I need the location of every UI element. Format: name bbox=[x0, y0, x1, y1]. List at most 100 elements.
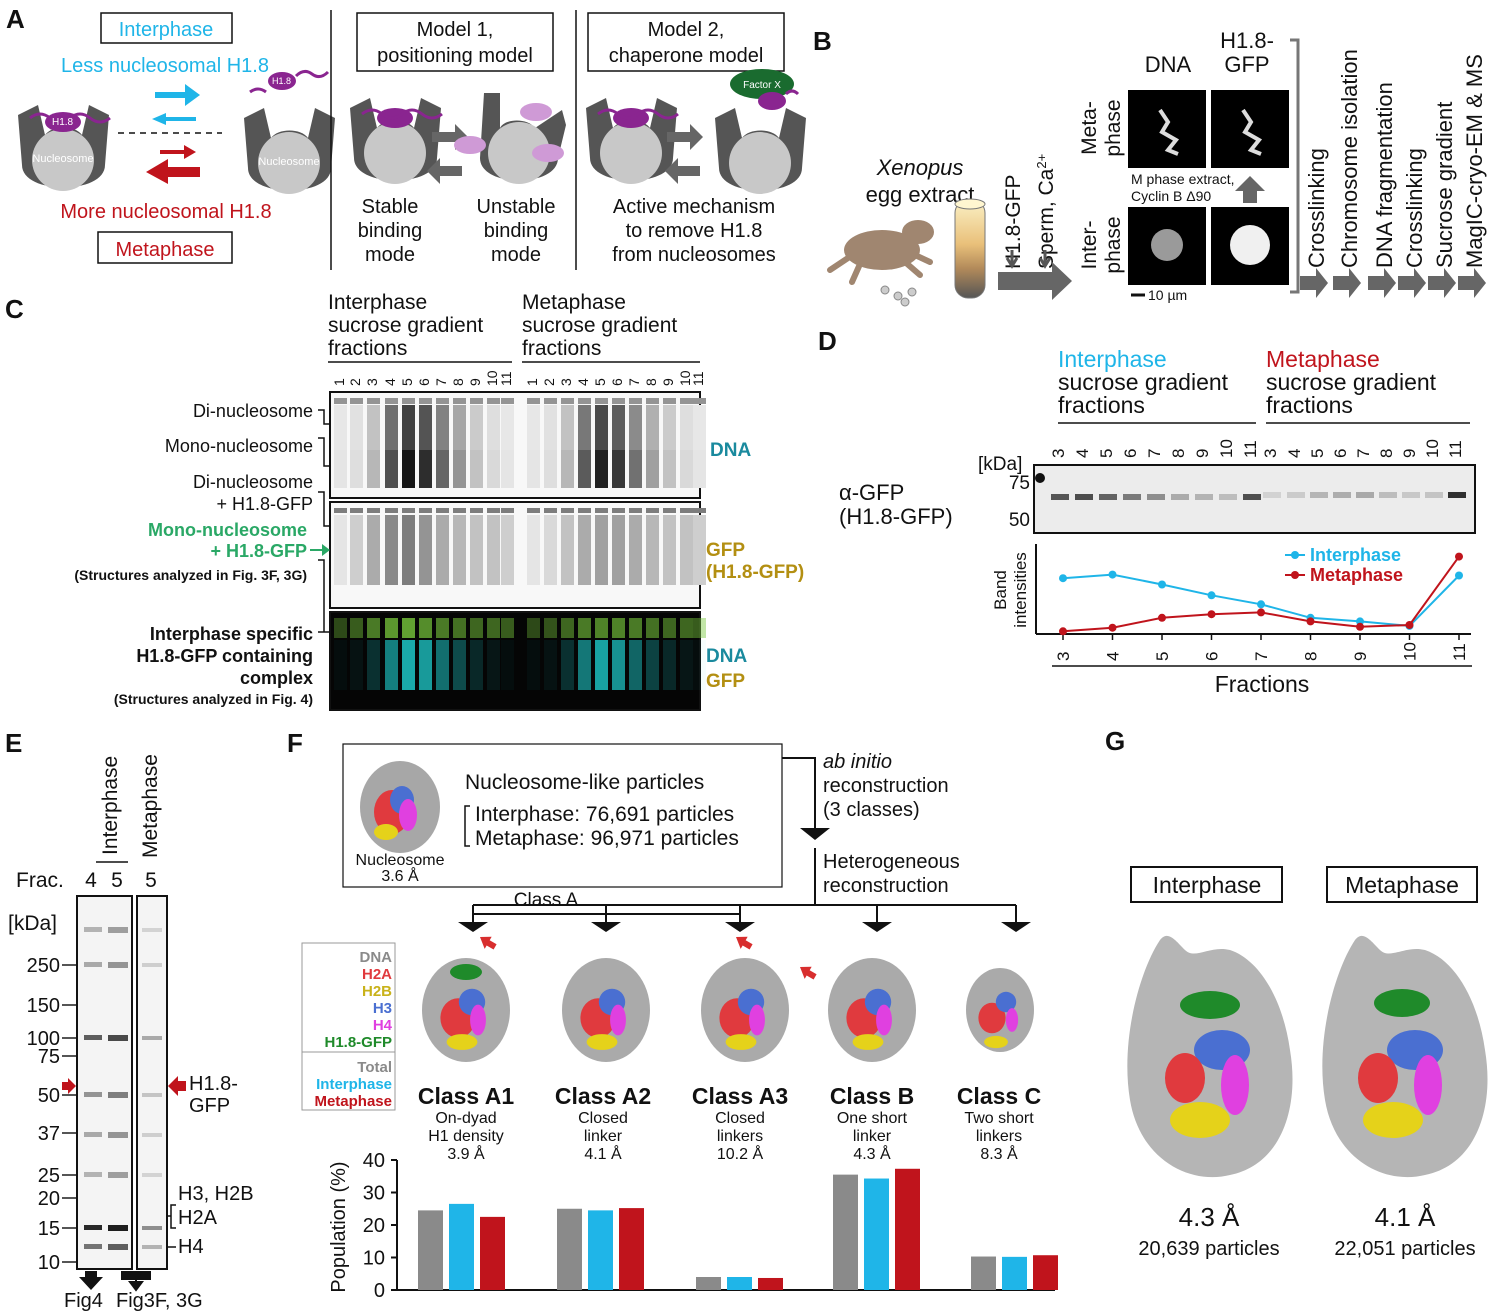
blot-band-interphase bbox=[1219, 494, 1237, 500]
gfp-band bbox=[402, 515, 415, 585]
f-bar-interphase bbox=[727, 1277, 752, 1290]
gfp-well bbox=[470, 508, 483, 513]
e-band-lane4 bbox=[84, 1035, 102, 1040]
merge-band-bottom bbox=[595, 640, 608, 690]
merge-band-bottom bbox=[453, 640, 466, 690]
panel-a: A Interphase Less nucleosomal H1.8 H1.8 … bbox=[6, 4, 806, 270]
f-bar-metaphase bbox=[480, 1216, 505, 1290]
c-inter-lane-10: 10 bbox=[484, 370, 500, 386]
d-legend-dot bbox=[1291, 571, 1299, 579]
struct3-label: (Structures analyzed in Fig. 3F, 3G) bbox=[74, 567, 307, 583]
f-legend-box bbox=[301, 942, 396, 1111]
f-class-name: Class A1 bbox=[418, 1083, 515, 1109]
gfp-well bbox=[501, 508, 514, 513]
f-legend2-total: Total bbox=[357, 1059, 392, 1076]
f-class-desc1: On-dyad bbox=[435, 1110, 496, 1127]
merge-band-top bbox=[334, 618, 347, 638]
e-lane-4: 4 bbox=[85, 869, 97, 892]
model2-title: Model 2, bbox=[648, 19, 725, 41]
mono-nuc-label: Mono-nucleosome bbox=[165, 436, 313, 456]
gfp-band bbox=[453, 515, 466, 585]
e-band-lane4 bbox=[84, 1244, 102, 1249]
dna-band-mono bbox=[453, 450, 466, 488]
merge-band-top bbox=[561, 618, 574, 638]
m-extract-l2: Cyclin B Δ90 bbox=[1131, 188, 1211, 204]
metaphase-label: Metaphase bbox=[116, 239, 215, 261]
c-meta-lane-4: 4 bbox=[575, 378, 591, 386]
nucleosome-map-icon bbox=[360, 761, 440, 853]
dna-band-mono bbox=[544, 450, 557, 488]
d-meta-head-3: fractions bbox=[1266, 392, 1353, 418]
interphase-box bbox=[100, 12, 233, 44]
c-gfp-label: GFP bbox=[706, 540, 745, 561]
panel-a-letter: A bbox=[6, 4, 25, 34]
d-meta-lane-10: 10 bbox=[1423, 439, 1442, 458]
c-brackets bbox=[318, 409, 330, 633]
d-point-metaphase bbox=[1158, 613, 1166, 622]
d-inter-lane-6: 6 bbox=[1121, 449, 1140, 458]
gfp-well bbox=[436, 508, 449, 513]
c-meta-lane-5: 5 bbox=[592, 378, 608, 386]
workflow-step-3: Crosslinking bbox=[1402, 148, 1427, 268]
dna-band-di bbox=[646, 405, 659, 450]
gfp-well bbox=[527, 508, 540, 513]
f-map-h2b bbox=[852, 1034, 884, 1050]
e-band-lane4 bbox=[84, 1132, 102, 1137]
xenopus-label: Xenopus bbox=[876, 155, 964, 180]
dna-band-di bbox=[527, 405, 540, 450]
d-point-metaphase bbox=[1108, 623, 1117, 632]
merge-band-top bbox=[470, 618, 483, 638]
panel-f: F Nucleosome 3.6 Å Nucleosome-like parti… bbox=[287, 728, 1058, 1302]
f-map-h4 bbox=[876, 1004, 892, 1036]
gfp-well bbox=[419, 508, 432, 513]
scale-label: 10 µm bbox=[1148, 287, 1187, 303]
f-bar-total bbox=[696, 1277, 721, 1290]
e-band-lane4 bbox=[84, 1172, 102, 1177]
f-ytick-label: 0 bbox=[374, 1280, 385, 1302]
dna-band-mono bbox=[578, 450, 591, 488]
gfp-band bbox=[385, 515, 398, 585]
merge-band-bottom bbox=[646, 640, 659, 690]
f-nuc-like: Nucleosome-like particles bbox=[465, 771, 704, 794]
d-point-metaphase bbox=[1207, 610, 1216, 619]
workflow-step-0: Crosslinking bbox=[1304, 148, 1329, 268]
f-class-desc1: One short bbox=[837, 1110, 908, 1127]
gfp-band bbox=[595, 515, 608, 585]
e-frac: Frac. bbox=[16, 869, 64, 892]
inter-row-l2: phase bbox=[1102, 216, 1125, 273]
f-ytick-label: 40 bbox=[363, 1150, 385, 1172]
f-hetero-l1: Heterogeneous bbox=[823, 851, 960, 873]
blot-band-interphase bbox=[1075, 494, 1093, 500]
panel-b-letter: B bbox=[813, 26, 832, 56]
merge-band-top bbox=[487, 618, 500, 638]
c-inter-lane-6: 6 bbox=[416, 378, 432, 386]
model2-subtitle: chaperone model bbox=[609, 45, 764, 67]
g-meta-box bbox=[1326, 866, 1478, 903]
dna-band-di bbox=[419, 405, 432, 450]
d-meta-head-1: Metaphase bbox=[1266, 346, 1380, 372]
active-l2: to remove H1.8 bbox=[626, 220, 763, 242]
e-band-meta5 bbox=[142, 1226, 162, 1230]
blot-band-metaphase bbox=[1402, 492, 1420, 498]
gfp-band bbox=[693, 515, 706, 585]
stable-l3: mode bbox=[365, 244, 415, 266]
e-band-lane4 bbox=[84, 962, 102, 967]
e-gel-bands bbox=[84, 927, 162, 1250]
e-band-lane4 bbox=[84, 1092, 102, 1097]
g-meta-particles: 22,051 particles bbox=[1334, 1238, 1475, 1260]
d-meta-lane-8: 8 bbox=[1377, 449, 1396, 458]
dna-well bbox=[595, 398, 608, 404]
inter-gfp-nucleus bbox=[1230, 225, 1270, 265]
c-inter-lane-5: 5 bbox=[399, 378, 415, 386]
d-xtick-label: 3 bbox=[1054, 652, 1073, 661]
f-red-arrow-icon bbox=[480, 936, 497, 950]
f-map-h4 bbox=[749, 1004, 765, 1036]
d-kda: [kDa] bbox=[978, 454, 1022, 475]
c-inter-lane-11: 11 bbox=[498, 371, 514, 386]
c-inter-lane-4: 4 bbox=[382, 378, 398, 386]
nucleosome-stable-icon bbox=[350, 98, 443, 184]
f-map-h4 bbox=[610, 1004, 626, 1036]
